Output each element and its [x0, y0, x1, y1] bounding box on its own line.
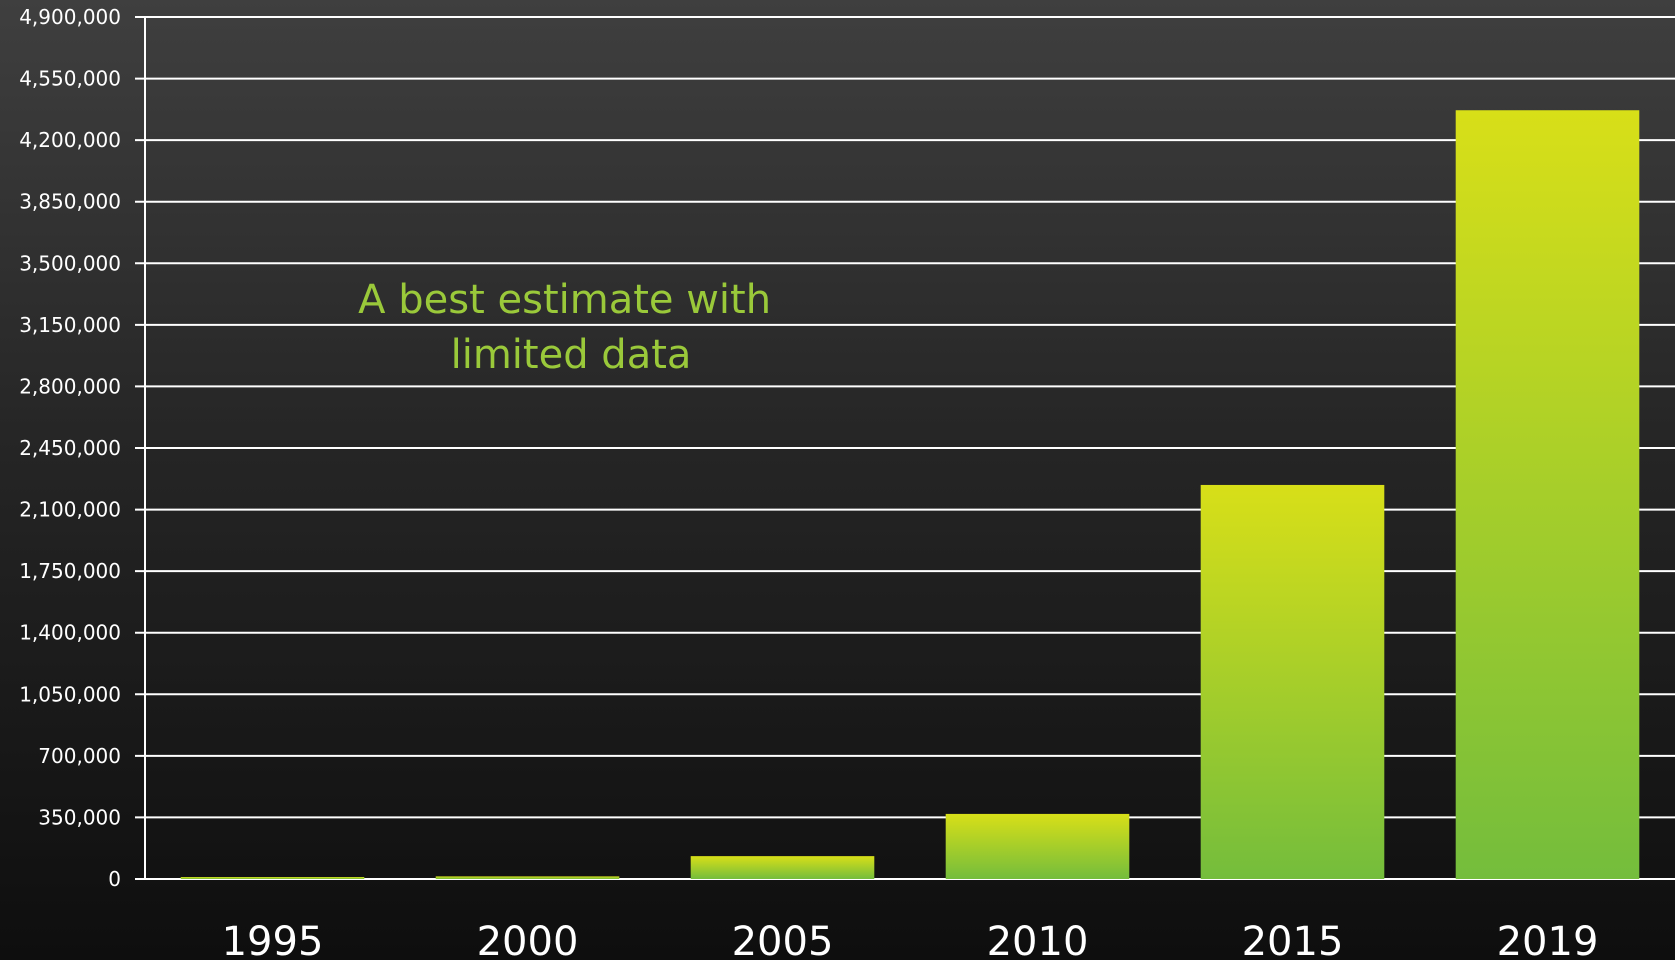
bar-2015: [1200, 484, 1385, 879]
annotation-text: A best estimate with limited data: [358, 277, 784, 378]
annotation-line-1: A best estimate with: [358, 277, 771, 323]
y-tick-label: 1,050,000: [19, 682, 121, 706]
bars: [180, 110, 1640, 879]
bar-2000: [435, 876, 620, 879]
tick-labels: 0 350,000 700,000 1,050,000 1,400,000 1,750,0…: [19, 5, 1598, 960]
bar-2019: [1455, 110, 1640, 879]
y-tick-label: 1,750,000: [19, 559, 121, 583]
gridlines: [135, 16, 1675, 880]
y-tick-label: 1,400,000: [19, 621, 121, 645]
x-tick-label: 2015: [1242, 919, 1344, 960]
annotation-line-2: limited data: [451, 332, 692, 378]
y-tick-label: 3,850,000: [19, 190, 121, 214]
bar-2005: [690, 856, 875, 879]
y-tick-label: 4,550,000: [19, 67, 121, 91]
y-tick-label: 4,900,000: [19, 5, 121, 29]
y-tick-label: 700,000: [38, 744, 121, 768]
y-tick-label: 2,100,000: [19, 498, 121, 522]
x-tick-label: 2005: [732, 919, 834, 960]
y-tick-label: 4,200,000: [19, 128, 121, 152]
bar-2010: [945, 813, 1130, 879]
y-tick-label: 3,150,000: [19, 313, 121, 337]
y-tick-label: 2,800,000: [19, 374, 121, 398]
y-tick-label: 3,500,000: [19, 251, 121, 275]
y-tick-label: 0: [108, 867, 121, 891]
y-tick-label: 2,450,000: [19, 436, 121, 460]
x-tick-label: 2019: [1497, 919, 1599, 960]
bar-1995: [180, 877, 365, 879]
y-tick-label: 350,000: [38, 805, 121, 829]
x-tick-label: 2000: [477, 919, 579, 960]
x-tick-label: 2010: [987, 919, 1089, 960]
x-tick-label: 1995: [222, 919, 324, 960]
